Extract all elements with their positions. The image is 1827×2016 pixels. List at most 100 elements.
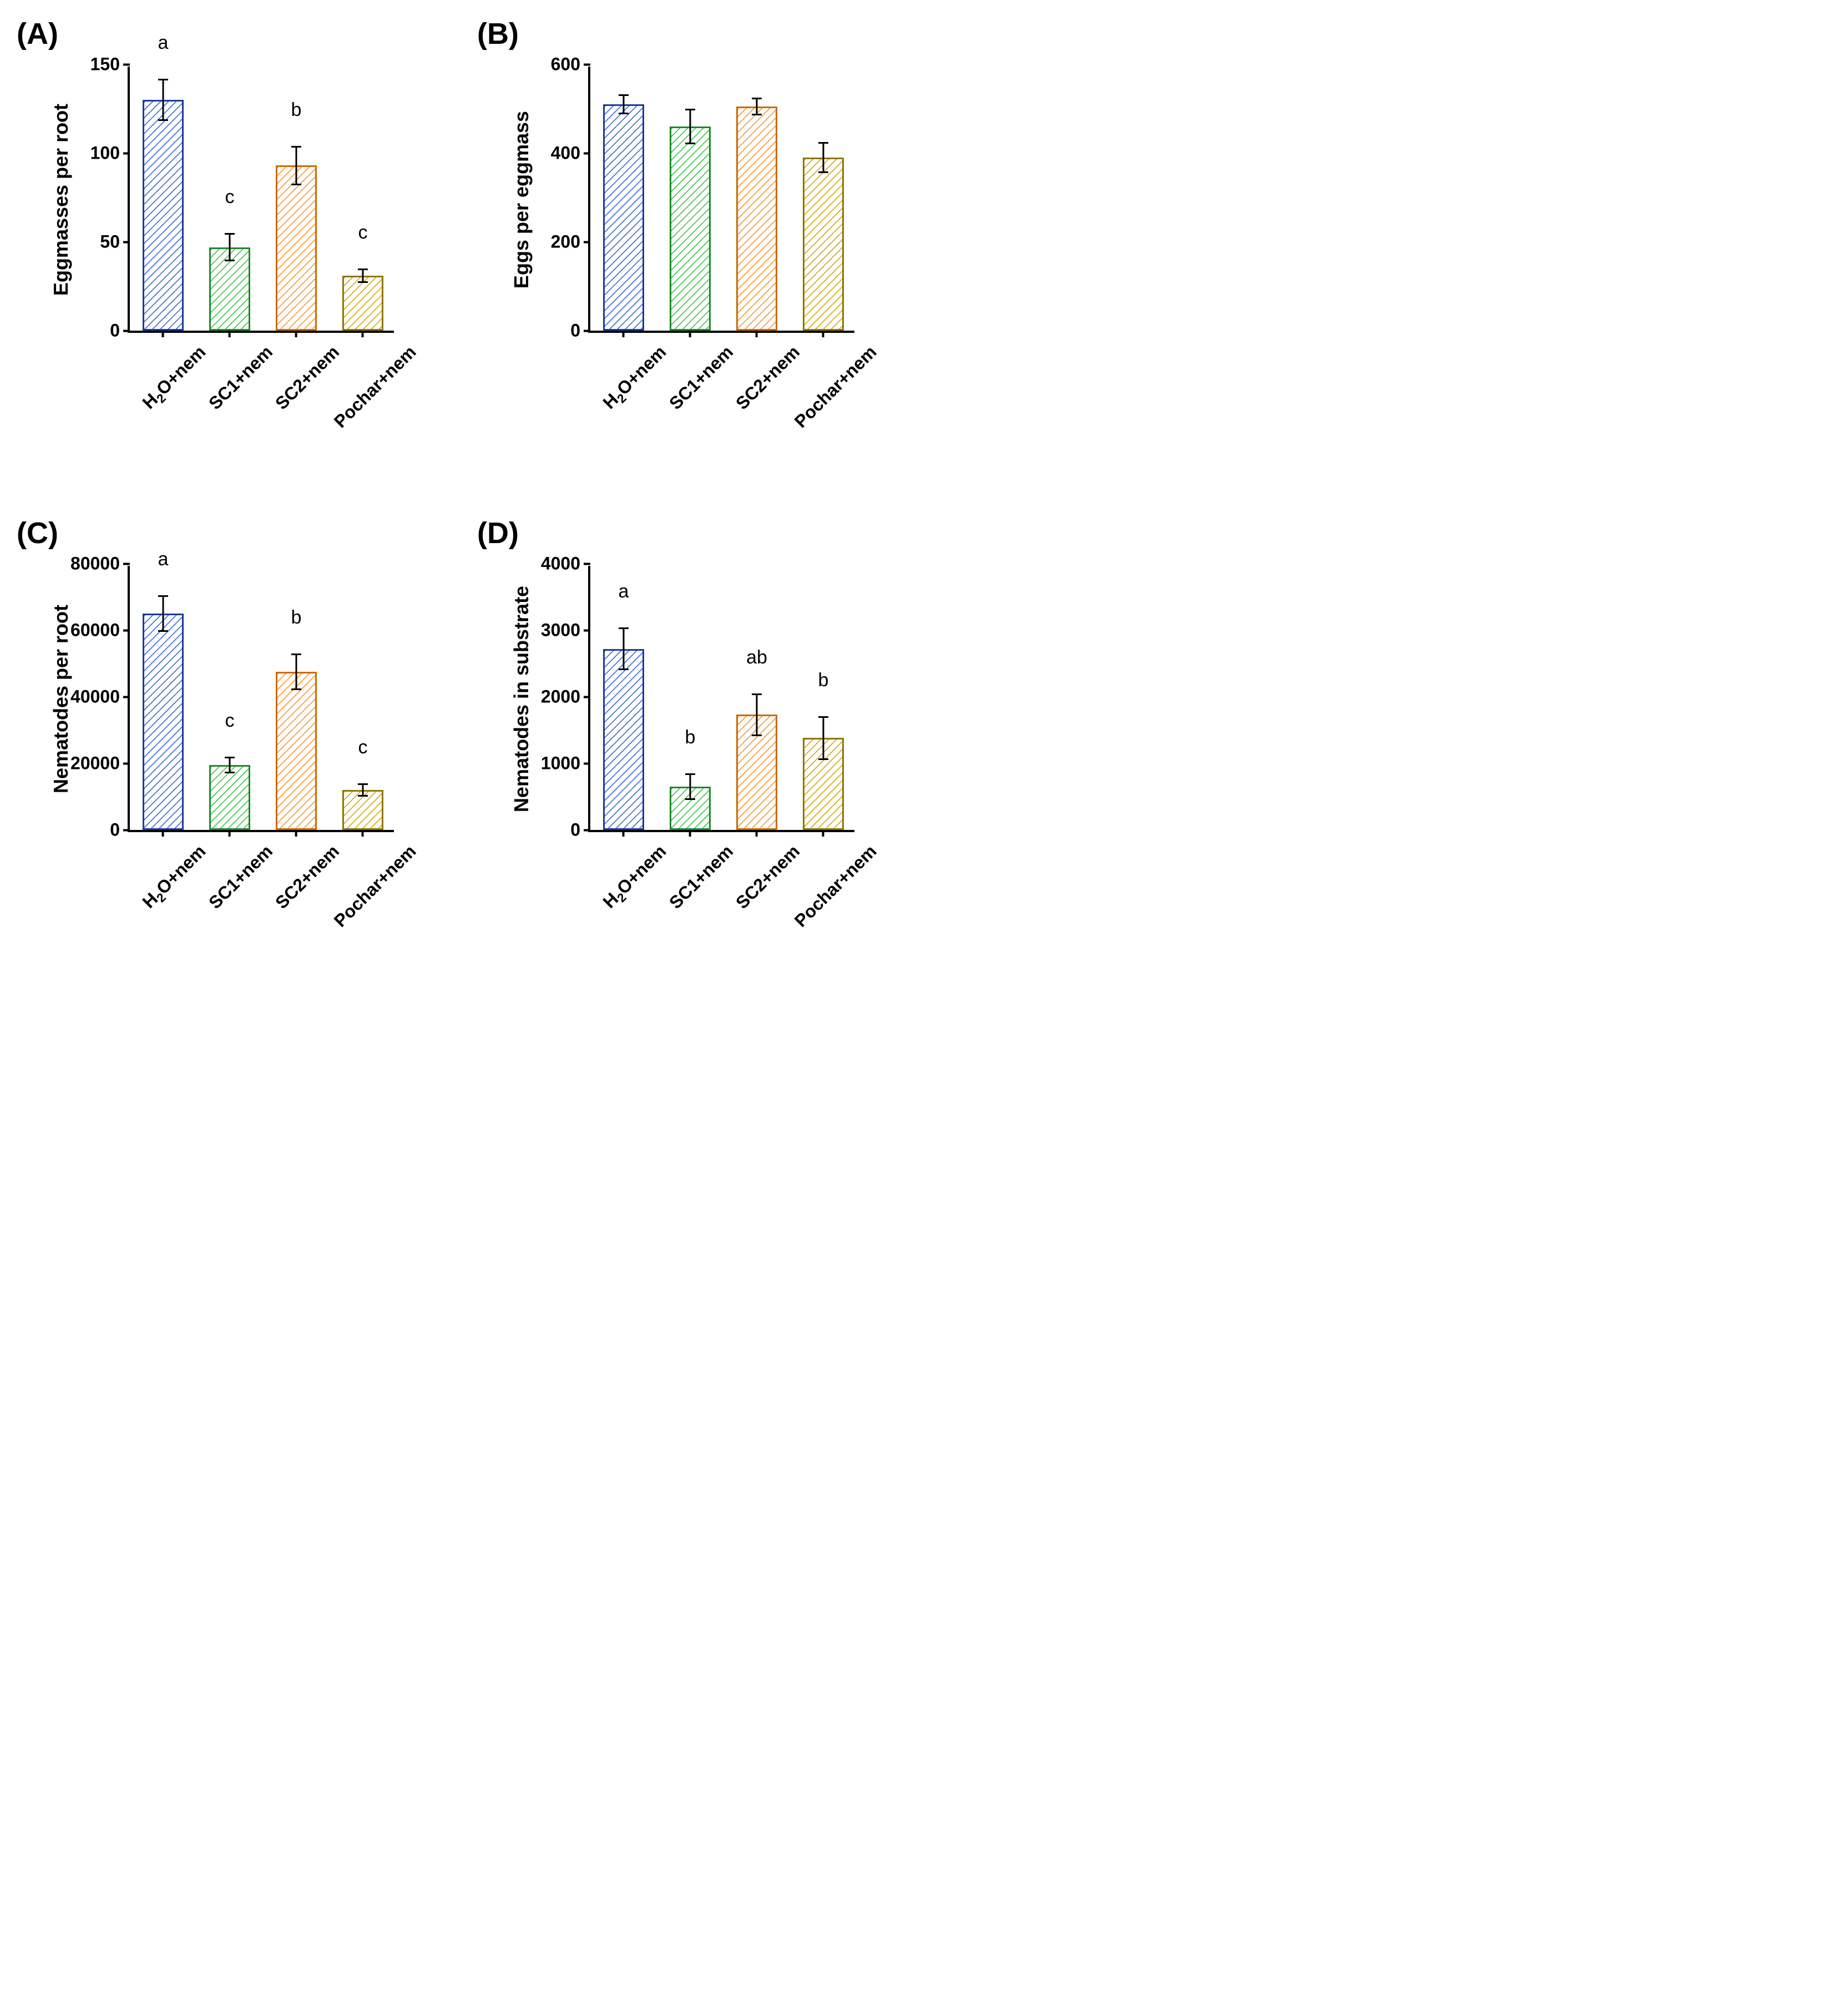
y-tick-label: 100 bbox=[90, 143, 120, 164]
y-axis-label: Eggs per eggmass bbox=[510, 111, 533, 288]
y-axis-label: Nematodes per root bbox=[49, 605, 73, 793]
y-tick: 100 bbox=[90, 143, 130, 164]
y-tick-label: 50 bbox=[100, 232, 120, 252]
y-tick-label: 4000 bbox=[541, 554, 580, 574]
panel-D: (D) 01000200030004000 a b bbox=[483, 521, 910, 999]
significance-label: b bbox=[291, 99, 302, 121]
significance-label: b bbox=[291, 607, 302, 629]
plot-area: 0200400600 bbox=[588, 67, 854, 333]
plot-area: 01000200030004000 a b bbox=[588, 566, 854, 832]
bar bbox=[803, 158, 844, 331]
significance-label: b bbox=[818, 670, 829, 691]
y-tick-label: 3000 bbox=[541, 620, 580, 641]
y-tick-label: 0 bbox=[570, 321, 580, 341]
panel-B: (B) 0200400600 bbox=[483, 22, 910, 499]
y-tick-label: 0 bbox=[110, 820, 120, 840]
chart-A: 050100150 a c bbox=[44, 55, 433, 499]
y-tick-label: 0 bbox=[570, 820, 580, 840]
significance-label: c bbox=[225, 186, 235, 208]
x-tick-label: Pochar+nem bbox=[330, 841, 421, 931]
chart-C: 020000400006000080000 a c bbox=[44, 555, 433, 999]
x-tick-label: Pochar+nem bbox=[330, 342, 421, 432]
significance-label: a bbox=[619, 581, 629, 602]
y-axis-label: Eggmasses per root bbox=[49, 104, 73, 296]
significance-label: c bbox=[225, 710, 235, 732]
y-tick: 200 bbox=[551, 232, 590, 252]
y-tick-label: 60000 bbox=[70, 620, 120, 641]
y-tick-label: 40000 bbox=[70, 687, 120, 707]
plot-area: 020000400006000080000 a c bbox=[128, 566, 394, 832]
y-tick-label: 400 bbox=[551, 143, 580, 164]
bar bbox=[143, 614, 184, 830]
bar bbox=[603, 649, 644, 830]
error-bar bbox=[158, 79, 168, 121]
panel-A: (A) 050100150 a c bbox=[22, 22, 449, 499]
bar bbox=[143, 100, 184, 331]
plot-area: 050100150 a c bbox=[128, 67, 394, 333]
x-tick: Pochar+nem bbox=[770, 331, 877, 362]
y-tick: 20000 bbox=[70, 753, 130, 774]
significance-label: ab bbox=[746, 647, 767, 668]
significance-label: a bbox=[158, 32, 169, 54]
error-bar bbox=[619, 94, 629, 114]
bar bbox=[342, 276, 383, 331]
y-tick-label: 80000 bbox=[70, 554, 120, 574]
error-bar bbox=[358, 783, 368, 797]
y-tick-label: 0 bbox=[110, 321, 120, 341]
x-tick-label: Pochar+nem bbox=[791, 342, 881, 432]
error-bar bbox=[619, 627, 629, 670]
bar bbox=[603, 104, 644, 331]
x-tick: Pochar+nem bbox=[310, 331, 417, 362]
error-bar bbox=[291, 654, 301, 690]
y-tick: 1000 bbox=[541, 753, 590, 774]
significance-label: b bbox=[685, 727, 696, 748]
y-tick-label: 2000 bbox=[541, 687, 580, 707]
bar bbox=[276, 672, 317, 830]
y-tick: 600 bbox=[551, 54, 590, 75]
y-tick: 60000 bbox=[70, 620, 130, 641]
error-bar bbox=[291, 146, 301, 185]
y-tick-label: 20000 bbox=[70, 753, 120, 774]
y-tick: 4000 bbox=[541, 554, 590, 574]
error-bar bbox=[225, 757, 235, 773]
error-bar bbox=[358, 269, 368, 283]
y-tick: 50 bbox=[100, 232, 130, 252]
bar bbox=[670, 126, 711, 331]
y-tick: 80000 bbox=[70, 554, 130, 574]
error-bar bbox=[158, 595, 168, 632]
figure-grid: (A) 050100150 a c bbox=[22, 22, 910, 999]
y-tick-label: 150 bbox=[90, 54, 120, 75]
y-tick-label: 1000 bbox=[541, 753, 580, 774]
bar bbox=[209, 765, 250, 830]
significance-label: a bbox=[158, 549, 169, 570]
y-tick-label: 600 bbox=[551, 54, 580, 75]
y-tick: 40000 bbox=[70, 687, 130, 707]
significance-label: c bbox=[358, 737, 368, 758]
error-bar bbox=[818, 142, 828, 173]
y-tick-label: 200 bbox=[551, 232, 580, 252]
significance-label: c bbox=[358, 222, 368, 244]
panel-letter: (B) bbox=[477, 17, 519, 51]
bar bbox=[276, 165, 317, 331]
chart-D: 0 1000 2000 3000 4000 a b bbox=[505, 555, 893, 999]
x-tick: Pochar+nem bbox=[310, 830, 417, 862]
panel-letter: (D) bbox=[477, 516, 519, 550]
error-bar bbox=[225, 233, 235, 261]
panel-C: (C) 020000400006000080000 a c bbox=[22, 521, 449, 999]
y-tick: 3000 bbox=[541, 620, 590, 641]
x-tick-label: Pochar+nem bbox=[791, 841, 881, 931]
error-bar bbox=[818, 716, 828, 760]
panel-letter: (C) bbox=[17, 516, 58, 550]
error-bar bbox=[752, 98, 762, 115]
y-axis-label: Nematodes in substrate bbox=[510, 586, 533, 812]
x-tick: Pochar+nem bbox=[770, 830, 877, 862]
error-bar bbox=[685, 773, 695, 800]
y-tick: 2000 bbox=[541, 687, 590, 707]
bar bbox=[736, 107, 777, 331]
chart-B: 0 200 400 600 bbox=[505, 55, 893, 499]
panel-letter: (A) bbox=[17, 17, 58, 51]
error-bar bbox=[685, 109, 695, 144]
y-tick: 400 bbox=[551, 143, 590, 164]
y-tick: 150 bbox=[90, 54, 130, 75]
error-bar bbox=[752, 693, 762, 736]
